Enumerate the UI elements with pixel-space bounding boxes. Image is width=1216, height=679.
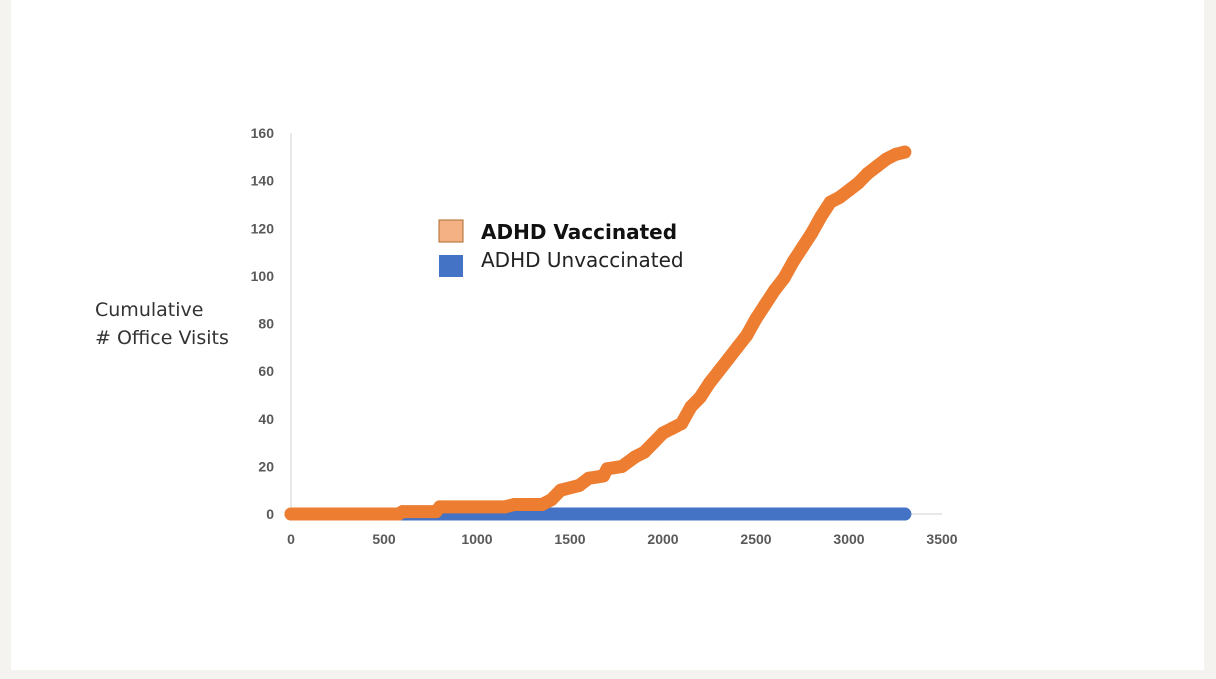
data-point-adhd-unvaccinated — [898, 507, 912, 521]
x-tick-label: 1500 — [554, 531, 585, 547]
data-point-adhd-vaccinated — [544, 493, 558, 507]
legend: ADHD Vaccinated ADHD Unvaccinated — [438, 219, 684, 277]
data-point-adhd-vaccinated — [851, 176, 865, 190]
y-axis-label-line-2: # Office Visits — [95, 327, 229, 349]
data-point-adhd-vaccinated — [777, 271, 791, 285]
data-point-adhd-vaccinated — [600, 462, 614, 476]
y-tick-label: 60 — [258, 363, 274, 379]
data-point-adhd-vaccinated — [684, 400, 698, 414]
data-point-adhd-vaccinated — [749, 312, 763, 326]
data-point-adhd-vaccinated — [758, 297, 772, 311]
x-tick-label: 2000 — [647, 531, 678, 547]
series-line-adhd-vaccinated — [284, 145, 912, 521]
legend-label-adhd-unvaccinated: ADHD Unvaccinated — [481, 248, 684, 272]
data-point-adhd-vaccinated — [898, 145, 912, 159]
data-point-adhd-vaccinated — [340, 507, 354, 521]
y-tick-label: 40 — [258, 411, 274, 427]
data-point-adhd-vaccinated — [796, 240, 809, 254]
y-tick-label: 0 — [266, 506, 274, 522]
data-point-adhd-vaccinated — [693, 390, 707, 404]
data-point-adhd-vaccinated — [396, 505, 410, 519]
data-point-adhd-vaccinated — [507, 498, 521, 511]
data-point-adhd-vaccinated — [740, 328, 754, 342]
data-point-adhd-vaccinated — [814, 209, 828, 223]
data-point-adhd-vaccinated — [721, 352, 735, 366]
x-tick-label: 0 — [287, 531, 295, 547]
data-point-adhd-vaccinated — [805, 226, 819, 240]
y-tick-label: 100 — [251, 268, 275, 284]
y-axis-label: Cumulative # Office Visits — [95, 299, 229, 349]
data-point-adhd-unvaccinated — [656, 507, 670, 521]
data-point-adhd-vaccinated — [675, 417, 689, 430]
data-point-adhd-vaccinated — [768, 283, 782, 297]
data-point-adhd-vaccinated — [861, 167, 875, 180]
series-adhd-vaccinated — [284, 145, 912, 521]
legend-swatch-adhd-vaccinated — [438, 219, 464, 243]
x-tick-label: 3000 — [833, 531, 864, 547]
data-point-adhd-vaccinated — [637, 445, 651, 459]
data-point-adhd-vaccinated — [615, 459, 629, 473]
y-tick-label: 80 — [258, 316, 274, 332]
data-point-adhd-vaccinated — [572, 478, 586, 492]
y-axis-label-line-1: Cumulative — [95, 299, 203, 321]
data-point-adhd-vaccinated — [842, 183, 856, 197]
slide-canvas — [11, 0, 1204, 670]
y-tick-label: 160 — [251, 125, 275, 141]
y-tick-label: 20 — [258, 458, 274, 474]
plot-area — [284, 145, 912, 521]
data-point-adhd-vaccinated — [703, 376, 716, 390]
y-tick-label: 120 — [251, 220, 275, 236]
tick-labels: 0 500 1000 1500 2000 2500 3000 3500 0 20 40 60 80 100… — [251, 125, 958, 547]
data-point-adhd-vaccinated — [284, 507, 298, 521]
legend-label-adhd-vaccinated: ADHD Vaccinated — [481, 220, 677, 244]
data-point-adhd-vaccinated — [433, 500, 447, 514]
data-point-adhd-vaccinated — [833, 190, 847, 204]
data-point-adhd-vaccinated — [554, 483, 568, 497]
data-point-adhd-vaccinated — [712, 364, 726, 378]
x-tick-label: 3500 — [926, 531, 957, 547]
x-tick-label: 2500 — [740, 531, 771, 547]
data-point-adhd-vaccinated — [582, 471, 596, 485]
legend-swatch-adhd-unvaccinated — [439, 255, 463, 277]
x-tick-label: 1000 — [461, 531, 492, 547]
data-point-adhd-vaccinated — [730, 340, 744, 354]
data-point-adhd-vaccinated — [647, 436, 661, 450]
y-tick-label: 140 — [251, 173, 275, 189]
data-point-adhd-vaccinated — [786, 255, 800, 269]
data-point-adhd-vaccinated — [870, 159, 884, 173]
x-tick-label: 500 — [372, 531, 396, 547]
